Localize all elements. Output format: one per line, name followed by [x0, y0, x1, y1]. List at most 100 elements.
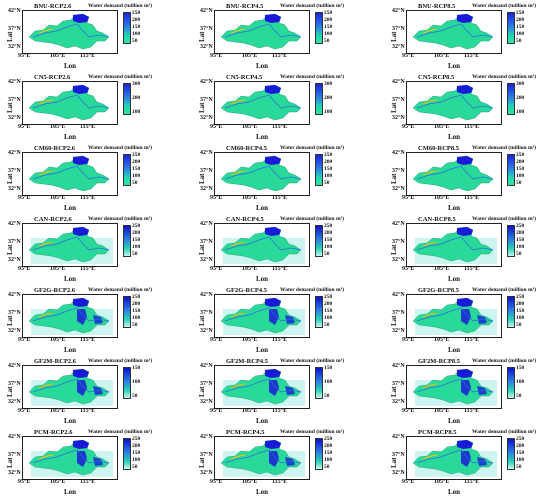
colorbar-tick-label: 100 [324, 315, 333, 321]
basin-map [220, 297, 305, 335]
colorbar-tick-label: 250 [324, 436, 333, 442]
lat-axis-label: Lat [198, 31, 206, 43]
lon-tick-label: 115°E [464, 195, 480, 201]
basin-map [220, 226, 305, 264]
lon-axis-label: Lon [448, 62, 461, 70]
map-frame [406, 152, 502, 196]
panel-title: GF2G-RCP8.5 [418, 287, 459, 294]
lat-tick-label: 42°N [392, 79, 405, 85]
high-demand-region [269, 380, 279, 396]
map-panel: GF2M-RCP4.5 Water demand (million m³) Lat 4… [192, 357, 364, 425]
high-demand-region [265, 85, 281, 94]
basin-map [412, 84, 494, 121]
colorbar-tick-label: 100 [132, 379, 141, 385]
lon-tick-label: 105°E [50, 337, 66, 343]
basin-region [412, 155, 494, 192]
lat-tick-label: 32°N [392, 115, 405, 121]
lat-tick-label: 37°N [392, 310, 405, 316]
map-frame [406, 223, 502, 267]
lon-axis-label: Lon [64, 417, 77, 425]
basin-region [28, 368, 110, 405]
high-demand-region [73, 440, 89, 449]
lat-tick-label: 32°N [392, 186, 405, 192]
colorbar [123, 83, 131, 115]
lon-tick-label: 115°E [80, 479, 96, 485]
colorbar-tick-label: 100 [516, 315, 525, 321]
lat-tick-label: 32°N [8, 328, 21, 334]
colorbar [507, 225, 515, 257]
colorbar-tick-label: 100 [132, 31, 141, 37]
colorbar-tick-label: 100 [516, 457, 525, 463]
colorbar [507, 83, 515, 115]
lat-tick-label: 32°N [200, 44, 213, 50]
lon-axis-label: Lon [448, 346, 461, 354]
basin-region [220, 155, 302, 192]
lat-tick-label: 32°N [392, 470, 405, 476]
colorbar-tick-label: 50 [516, 322, 522, 328]
basin-region [412, 13, 494, 50]
colorbar [507, 438, 515, 470]
tributary-line [422, 28, 438, 34]
lat-tick-label: 37°N [392, 239, 405, 245]
colorbar [315, 296, 323, 328]
lon-tick-label: 105°E [50, 266, 66, 272]
colorbar-tick-label: 200 [132, 230, 141, 236]
colorbar-title: Water demand (million m³) [280, 74, 345, 80]
colorbar-tick-label: 250 [516, 152, 525, 158]
lon-tick-label: 105°E [50, 408, 66, 414]
tributary-line [422, 241, 438, 247]
colorbar-title: Water demand (million m³) [280, 3, 345, 9]
lat-tick-label: 42°N [392, 434, 405, 440]
colorbar-title: Water demand (million m³) [88, 216, 153, 222]
colorbar-tick-label: 150 [132, 24, 141, 30]
colorbar-tick-label: 200 [132, 95, 141, 101]
lon-tick-label: 95°E [210, 337, 223, 343]
colorbar-tick-label: 200 [324, 95, 333, 101]
colorbar-tick-label: 200 [132, 17, 141, 23]
lon-tick-label: 95°E [18, 266, 31, 272]
lon-tick-label: 95°E [402, 408, 415, 414]
colorbar-tick-label: 50 [516, 180, 522, 186]
panel-title: BNU-RCP8.5 [418, 3, 456, 10]
lat-tick-label: 37°N [8, 168, 21, 174]
colorbar [123, 225, 131, 257]
lat-axis-label: Lat [198, 315, 206, 327]
lon-tick-label: 105°E [50, 479, 66, 485]
colorbar-tick-label: 250 [324, 294, 333, 300]
lat-axis-label: Lat [6, 457, 14, 469]
lon-tick-label: 95°E [18, 408, 31, 414]
panel-title: CM60-RCP2.6 [34, 145, 75, 152]
colorbar-tick-label: 50 [324, 464, 330, 470]
colorbar [507, 296, 515, 328]
lat-tick-label: 32°N [8, 186, 21, 192]
high-demand-region [269, 451, 279, 467]
colorbar-title: Water demand (million m³) [88, 3, 153, 9]
lat-tick-label: 37°N [200, 452, 213, 458]
lat-axis-label: Lat [390, 173, 398, 185]
colorbar-title: Water demand (million m³) [472, 145, 537, 151]
colorbar-tick-label: 100 [132, 315, 141, 321]
high-demand-region [73, 156, 89, 165]
map-panel: BNU-RCP4.5 Water demand (million m³) Lat 42… [192, 2, 364, 70]
lon-axis-label: Lon [256, 204, 269, 212]
high-demand-region [265, 369, 281, 378]
colorbar-title: Water demand (million m³) [472, 74, 537, 80]
basin-region [28, 297, 110, 334]
colorbar [123, 154, 131, 186]
tributary-line [230, 28, 246, 34]
colorbar-tick-label: 200 [516, 159, 525, 165]
lon-tick-label: 115°E [80, 408, 96, 414]
colorbar-tick-label: 50 [132, 464, 138, 470]
colorbar-tick-label: 250 [132, 152, 141, 158]
tributary-line [422, 312, 438, 318]
panel-title: BNU-RCP4.5 [226, 3, 264, 10]
colorbar [123, 12, 131, 44]
basin-region [28, 226, 110, 263]
lon-tick-label: 105°E [242, 479, 258, 485]
lat-tick-label: 42°N [8, 150, 21, 156]
map-frame [214, 294, 310, 338]
colorbar-tick-label: 150 [132, 365, 141, 371]
lat-axis-label: Lat [6, 315, 14, 327]
lat-tick-label: 37°N [200, 97, 213, 103]
colorbar-tick-label: 150 [132, 450, 141, 456]
